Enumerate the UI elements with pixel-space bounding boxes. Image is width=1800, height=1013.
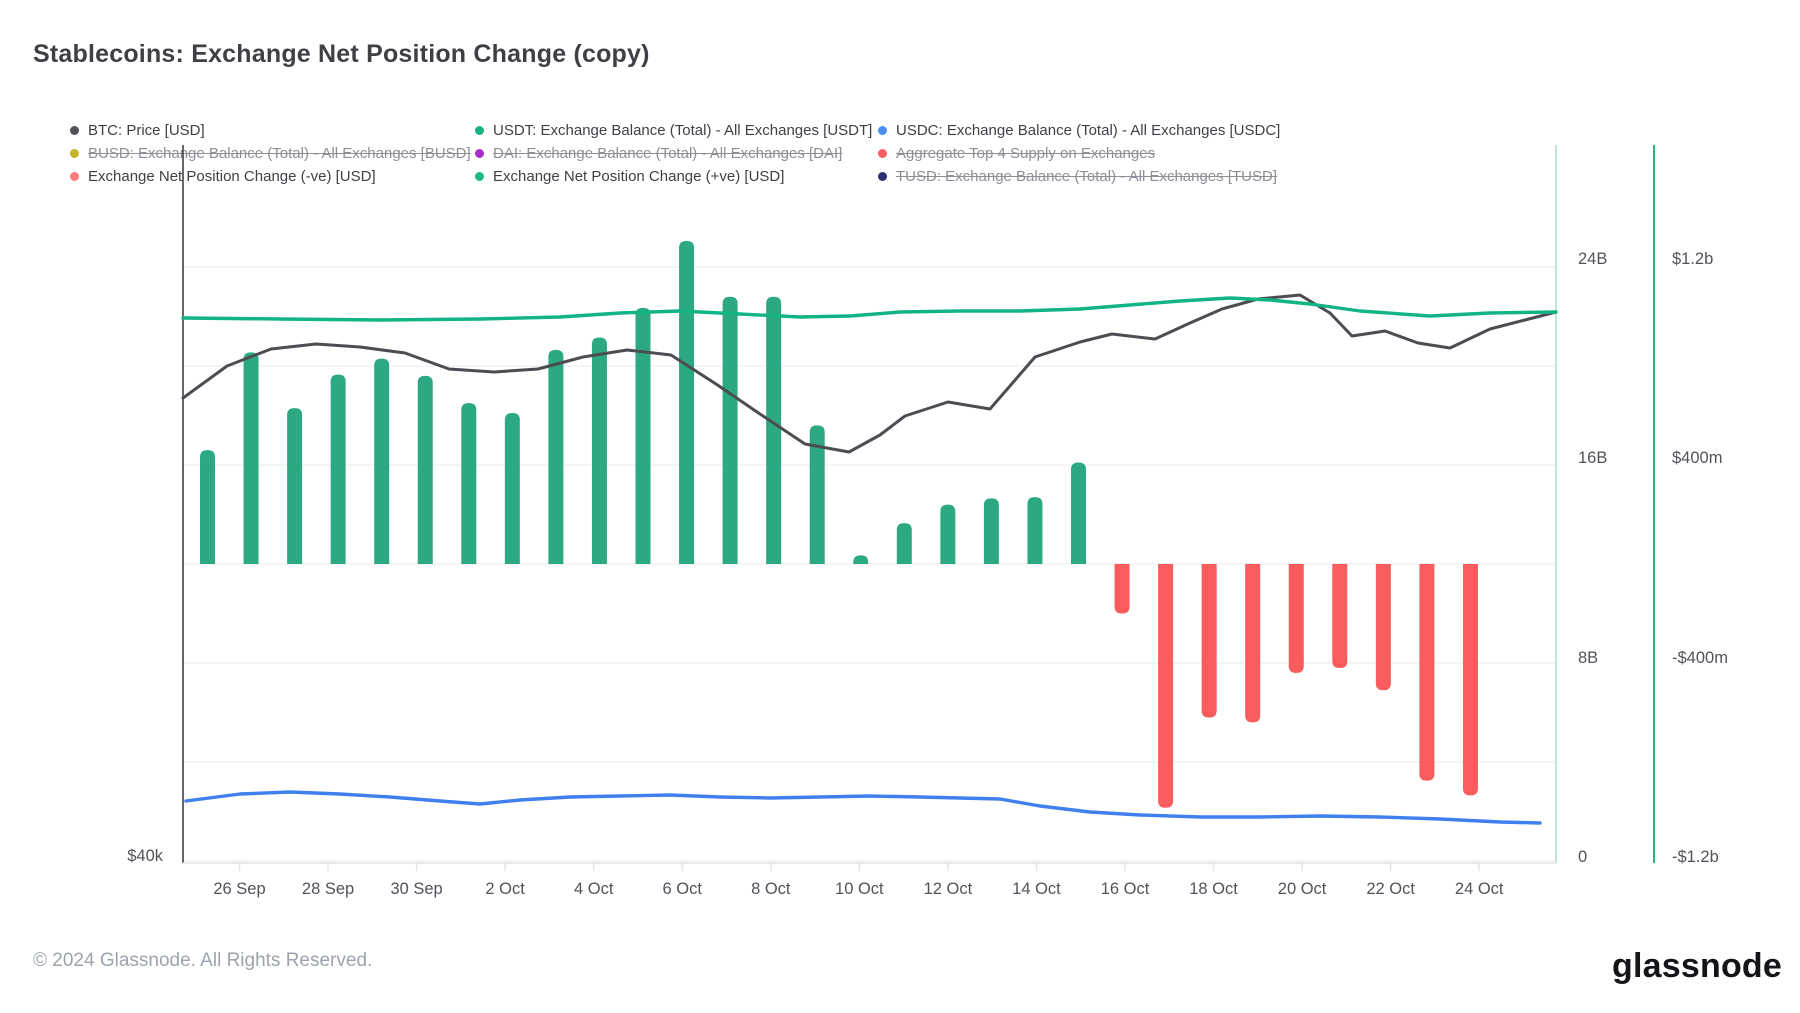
x-axis-date-label: 20 Oct (1278, 880, 1327, 898)
bar-positive-8-Oct (766, 296, 782, 564)
x-axis-date-label: 22 Oct (1366, 880, 1415, 898)
x-axis-date-label: 6 Oct (663, 880, 703, 898)
x-axis-date-label: 10 Oct (835, 880, 884, 898)
left-axis-price-label: $40k (127, 847, 164, 865)
copyright-text: © 2024 Glassnode. All Rights Reserved. (33, 950, 373, 971)
right-axis-usd-label: $1.2b (1672, 250, 1713, 268)
bar-positive-13-Oct (983, 498, 999, 564)
right-axis-balance-label: 16B (1578, 449, 1607, 467)
bar-negative-23-Oct (1419, 564, 1435, 781)
legend-item-8[interactable]: TUSD: Exchange Balance (Total) - All Exc… (878, 167, 1470, 185)
legend-dot-icon (70, 148, 79, 158)
right-axis-balance-label: 0 (1578, 848, 1587, 866)
chart-legend: BTC: Price [USD] USDT: Exchange Balance (… (70, 121, 1470, 185)
x-axis-date-label: 30 Sep (390, 880, 442, 898)
legend-item-4[interactable]: DAI: Exchange Balance (Total) - All Exch… (475, 144, 878, 162)
bar-positive-26-Sep (243, 352, 259, 564)
legend-item-label: USDT: Exchange Balance (Total) - All Exc… (493, 121, 873, 139)
bar-negative-18-Oct (1201, 564, 1217, 718)
legend-item-label: Exchange Net Position Change (+ve) [USD] (493, 167, 785, 185)
legend-dot-icon (878, 148, 887, 158)
bar-negative-24-Oct (1462, 564, 1478, 796)
x-axis-date-label: 8 Oct (751, 880, 791, 898)
legend-dot-icon (878, 125, 887, 135)
right-axis-balance-label: 24B (1578, 250, 1607, 268)
right-axis-usd-label: $400m (1672, 449, 1722, 467)
legend-dot-icon (70, 171, 79, 181)
legend-item-5[interactable]: Aggregate Top 4 Supply on Exchanges (878, 144, 1470, 162)
page-title: Stablecoins: Exchange Net Position Chang… (33, 40, 650, 68)
x-axis-date-label: 26 Sep (213, 880, 265, 898)
bar-positive-5-Oct (635, 307, 651, 564)
bar-negative-20-Oct (1288, 564, 1304, 673)
legend-dot-icon (878, 171, 887, 181)
legend-dot-icon (475, 125, 484, 135)
bar-positive-25-Sep (200, 450, 215, 564)
legend-item-1[interactable]: USDT: Exchange Balance (Total) - All Exc… (475, 121, 878, 139)
bar-positive-3-Oct (548, 349, 564, 564)
line-series-2 (184, 790, 1542, 825)
bar-positive-4-Oct (591, 337, 607, 564)
x-axis-date-label: 16 Oct (1101, 880, 1150, 898)
legend-dot-icon (475, 148, 484, 158)
x-axis-date-label: 4 Oct (574, 880, 614, 898)
x-axis-date-label: 18 Oct (1189, 880, 1238, 898)
bar-positive-11-Oct (896, 523, 912, 564)
line-series-0 (181, 293, 1558, 454)
bar-positive-30-Sep (417, 375, 433, 564)
bar-positive-12-Oct (940, 504, 956, 564)
glassnode-logo[interactable]: glassnode (1612, 947, 1782, 985)
bar-positive-7-Oct (722, 296, 738, 564)
bar-positive-9-Oct (809, 425, 825, 564)
legend-item-label: DAI: Exchange Balance (Total) - All Exch… (493, 144, 843, 162)
legend-item-0[interactable]: BTC: Price [USD] (70, 121, 475, 139)
x-axis-date-label: 24 Oct (1455, 880, 1504, 898)
bar-negative-16-Oct (1114, 564, 1130, 614)
bar-positive-15-Oct (1071, 462, 1086, 564)
bar-positive-29-Sep (374, 358, 390, 564)
x-axis-date-label: 14 Oct (1012, 880, 1061, 898)
bar-positive-27-Sep (287, 408, 303, 564)
line-series-1 (181, 296, 1558, 322)
bar-positive-28-Sep (330, 374, 346, 564)
x-axis-date-label: 12 Oct (924, 880, 973, 898)
legend-dot-icon (475, 171, 484, 181)
bar-positive-6-Oct (679, 241, 695, 564)
bar-negative-21-Oct (1332, 564, 1348, 668)
legend-dot-icon (70, 125, 79, 135)
bar-negative-22-Oct (1375, 564, 1391, 691)
legend-item-label: BTC: Price [USD] (88, 121, 205, 139)
x-axis-date-label: 28 Sep (302, 880, 354, 898)
legend-item-label: Aggregate Top 4 Supply on Exchanges (896, 144, 1156, 162)
right-axis-balance-label: 8B (1578, 649, 1598, 667)
bar-positive-1-Oct (461, 403, 477, 564)
bar-negative-19-Oct (1245, 564, 1261, 723)
legend-item-label: Exchange Net Position Change (-ve) [USD] (88, 167, 376, 185)
legend-item-label: USDC: Exchange Balance (Total) - All Exc… (896, 121, 1281, 139)
right-axis-usd-label: -$400m (1672, 649, 1728, 667)
right-axis-usd-label: -$1.2b (1672, 848, 1719, 866)
bar-negative-17-Oct (1158, 564, 1174, 808)
bar-positive-2-Oct (504, 413, 520, 564)
legend-item-label: TUSD: Exchange Balance (Total) - All Exc… (896, 167, 1277, 185)
x-axis-date-label: 2 Oct (485, 880, 525, 898)
legend-item-6[interactable]: Exchange Net Position Change (-ve) [USD] (70, 167, 475, 185)
legend-item-2[interactable]: USDC: Exchange Balance (Total) - All Exc… (878, 121, 1470, 139)
bar-positive-10-Oct (853, 555, 869, 564)
legend-item-7[interactable]: Exchange Net Position Change (+ve) [USD] (475, 167, 878, 185)
bar-positive-14-Oct (1027, 497, 1043, 564)
